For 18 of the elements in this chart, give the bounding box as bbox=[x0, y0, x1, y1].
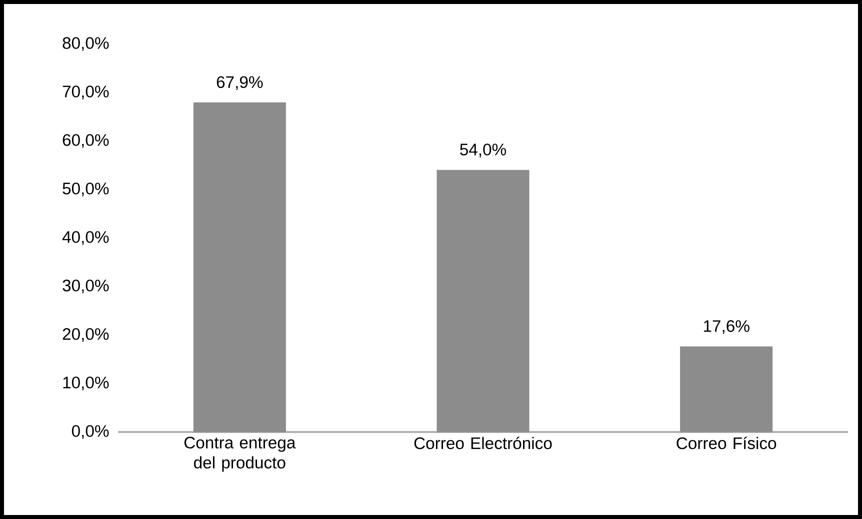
y-tick-label: 30,0% bbox=[62, 280, 109, 294]
bar bbox=[436, 170, 530, 432]
y-tick-label: 0,0% bbox=[72, 425, 109, 439]
y-tick-label: 60,0% bbox=[62, 134, 109, 148]
y-tick-label: 40,0% bbox=[62, 231, 109, 245]
y-tick-label: 70,0% bbox=[62, 86, 109, 100]
x-tick-label: Correo Físico bbox=[676, 436, 776, 450]
x-tick-label: Contra entrega del producto bbox=[184, 436, 296, 472]
x-tick-label: Correo Electrónico bbox=[414, 436, 552, 450]
data-label: 17,6% bbox=[704, 320, 750, 334]
data-label: 67,9% bbox=[216, 76, 263, 90]
y-tick-label: 10,0% bbox=[63, 376, 109, 390]
bar bbox=[680, 346, 773, 432]
y-tick-label: 50,0% bbox=[62, 182, 109, 196]
y-tick-label: 20,0% bbox=[62, 328, 109, 342]
bar bbox=[193, 102, 286, 432]
data-label: 54,0% bbox=[460, 144, 506, 158]
y-tick-label: 80,0% bbox=[62, 37, 109, 51]
